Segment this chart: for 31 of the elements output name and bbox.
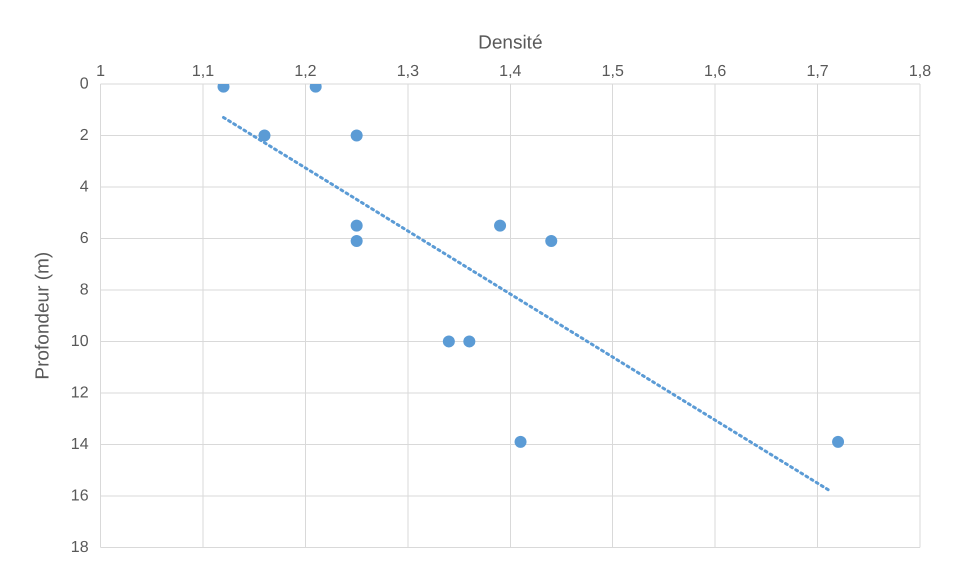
point [350,220,363,232]
point [494,220,506,232]
y-tick-label: 8 [80,281,89,298]
y-axis-title: Profondeur (m) [32,252,54,380]
x-tick-label: 1,7 [806,62,829,80]
y-tick-label: 2 [80,126,89,144]
point [514,436,527,448]
point [350,235,363,248]
x-axis-title: Densité [478,32,543,54]
y-tick-label: 10 [70,332,89,350]
x-tick-label: 1,8 [908,62,932,80]
point [442,335,455,348]
x-tick-label: 1,2 [294,62,317,80]
point [350,129,363,142]
y-tick-label: 0 [80,75,89,92]
x-tick-label: 1 [96,62,106,80]
x-tick-label: 1,1 [192,62,214,80]
point [545,235,558,248]
y-tick-label: 6 [80,230,89,247]
x-tick-label: 1,5 [602,62,624,80]
y-tick-label: 4 [80,178,89,196]
point [832,436,844,448]
x-tick-label: 1,3 [396,62,420,80]
x-tick-label: 1,6 [704,62,726,80]
y-tick-label: 14 [70,436,89,453]
point [463,335,476,348]
point [258,129,270,142]
y-tick-label: 16 [70,487,89,504]
y-tick-label: 12 [70,384,89,402]
x-tick-label: 1,4 [499,62,522,80]
y-tick-label: 18 [70,538,89,556]
